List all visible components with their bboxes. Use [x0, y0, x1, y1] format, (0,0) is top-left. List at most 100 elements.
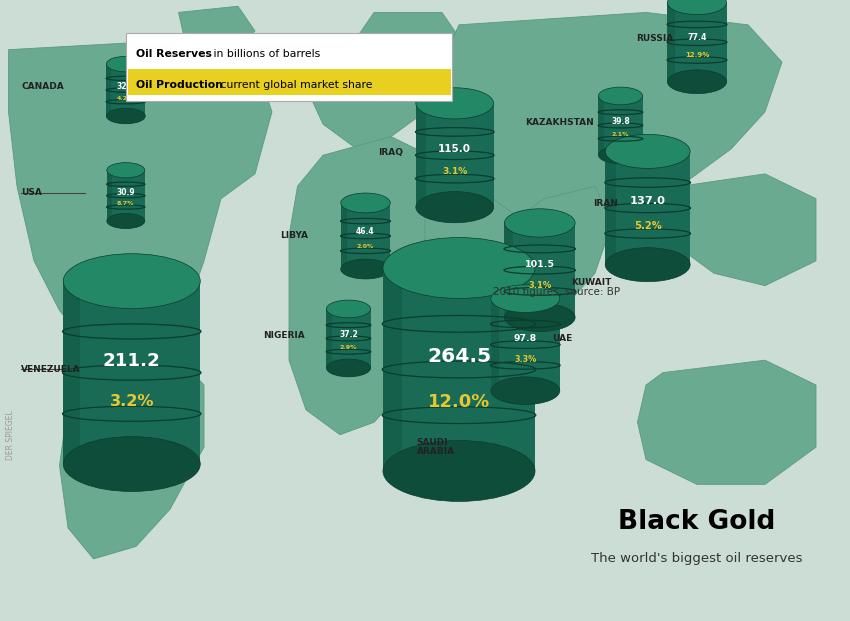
FancyBboxPatch shape — [63, 281, 81, 464]
Polygon shape — [638, 360, 816, 484]
Text: 32.1: 32.1 — [116, 82, 135, 91]
Text: IRAN: IRAN — [593, 199, 618, 208]
Text: CANADA: CANADA — [21, 83, 64, 91]
Text: NIGERIA: NIGERIA — [264, 331, 305, 340]
FancyBboxPatch shape — [128, 70, 450, 96]
Ellipse shape — [341, 193, 390, 213]
FancyBboxPatch shape — [126, 33, 452, 101]
Text: Black Gold: Black Gold — [618, 509, 776, 535]
Text: 97.8: 97.8 — [513, 334, 537, 343]
FancyBboxPatch shape — [598, 96, 604, 155]
Polygon shape — [442, 12, 782, 236]
Text: IRAQ: IRAQ — [378, 148, 403, 156]
Text: 39.8: 39.8 — [611, 117, 630, 126]
Text: 3.1%: 3.1% — [442, 167, 468, 176]
FancyBboxPatch shape — [326, 309, 332, 368]
Text: in billions of barrels: in billions of barrels — [210, 48, 320, 59]
Polygon shape — [425, 137, 595, 310]
Text: 12.0%: 12.0% — [428, 392, 490, 410]
Polygon shape — [289, 137, 459, 435]
Text: 37.2: 37.2 — [339, 330, 358, 339]
Polygon shape — [663, 174, 816, 286]
Text: 12.9%: 12.9% — [685, 52, 709, 58]
Text: 2.1%: 2.1% — [612, 132, 629, 137]
Text: 264.5: 264.5 — [427, 347, 491, 366]
Ellipse shape — [598, 87, 643, 105]
FancyBboxPatch shape — [341, 203, 347, 269]
Text: 2010 figures, source: BP: 2010 figures, source: BP — [493, 287, 620, 297]
Text: RUSSIA: RUSSIA — [636, 34, 673, 43]
Text: USA: USA — [21, 188, 42, 197]
Ellipse shape — [326, 300, 371, 318]
FancyBboxPatch shape — [605, 152, 616, 265]
FancyBboxPatch shape — [667, 2, 727, 82]
Ellipse shape — [504, 303, 575, 332]
FancyBboxPatch shape — [416, 103, 426, 207]
Text: 211.2: 211.2 — [103, 352, 161, 370]
FancyBboxPatch shape — [106, 64, 111, 116]
Ellipse shape — [106, 57, 145, 72]
Text: 5.2%: 5.2% — [634, 221, 661, 231]
Ellipse shape — [490, 285, 560, 312]
Text: 30.9: 30.9 — [116, 188, 135, 197]
Text: DER SPIEGEL: DER SPIEGEL — [6, 410, 14, 460]
Text: 3.1%: 3.1% — [528, 281, 552, 289]
Ellipse shape — [107, 214, 144, 229]
FancyBboxPatch shape — [383, 268, 402, 471]
Text: Oil Reserves: Oil Reserves — [136, 48, 212, 59]
Text: VENEZUELA: VENEZUELA — [21, 365, 81, 374]
FancyBboxPatch shape — [107, 170, 111, 221]
Ellipse shape — [667, 0, 727, 14]
Text: Oil Production: Oil Production — [136, 80, 223, 90]
Text: The world's biggest oil reserves: The world's biggest oil reserves — [592, 553, 802, 565]
Ellipse shape — [667, 70, 727, 94]
FancyBboxPatch shape — [504, 223, 575, 317]
Ellipse shape — [598, 146, 643, 164]
Ellipse shape — [106, 108, 145, 124]
FancyBboxPatch shape — [341, 203, 390, 269]
FancyBboxPatch shape — [106, 64, 145, 116]
Polygon shape — [510, 186, 612, 310]
Text: 77.4: 77.4 — [688, 33, 706, 42]
Polygon shape — [357, 12, 459, 62]
Text: 101.5: 101.5 — [524, 260, 555, 269]
Ellipse shape — [326, 359, 371, 377]
Polygon shape — [60, 348, 204, 559]
Text: 8.7%: 8.7% — [117, 201, 134, 206]
Text: 2.0%: 2.0% — [357, 244, 374, 249]
Ellipse shape — [605, 248, 690, 282]
Ellipse shape — [341, 259, 390, 279]
Text: 115.0: 115.0 — [439, 143, 471, 153]
Ellipse shape — [504, 209, 575, 237]
Text: LIBYA: LIBYA — [280, 232, 309, 240]
Ellipse shape — [416, 88, 494, 119]
Ellipse shape — [63, 437, 201, 491]
Ellipse shape — [383, 238, 535, 299]
FancyBboxPatch shape — [490, 299, 560, 391]
Ellipse shape — [605, 134, 690, 168]
Text: UAE: UAE — [552, 334, 573, 343]
FancyBboxPatch shape — [383, 268, 535, 471]
Text: 3.2%: 3.2% — [110, 394, 154, 409]
FancyBboxPatch shape — [598, 96, 643, 155]
Text: current global market share: current global market share — [217, 80, 372, 90]
FancyBboxPatch shape — [667, 2, 675, 82]
Ellipse shape — [416, 192, 494, 223]
Polygon shape — [306, 25, 476, 149]
Ellipse shape — [63, 254, 201, 309]
Text: 2.9%: 2.9% — [340, 345, 357, 350]
Ellipse shape — [383, 440, 535, 501]
Polygon shape — [178, 6, 255, 56]
Text: 137.0: 137.0 — [630, 196, 666, 206]
Text: 4.2%: 4.2% — [117, 96, 134, 101]
FancyBboxPatch shape — [490, 299, 500, 391]
Text: KAZAKHSTAN: KAZAKHSTAN — [525, 119, 594, 127]
Polygon shape — [8, 37, 272, 354]
Text: 46.4: 46.4 — [356, 227, 375, 237]
Text: KUWAIT: KUWAIT — [571, 278, 612, 287]
FancyBboxPatch shape — [605, 152, 690, 265]
Text: SAUDI
ARABIA: SAUDI ARABIA — [416, 438, 455, 456]
Ellipse shape — [490, 377, 560, 404]
FancyBboxPatch shape — [63, 281, 201, 464]
FancyBboxPatch shape — [504, 223, 513, 317]
